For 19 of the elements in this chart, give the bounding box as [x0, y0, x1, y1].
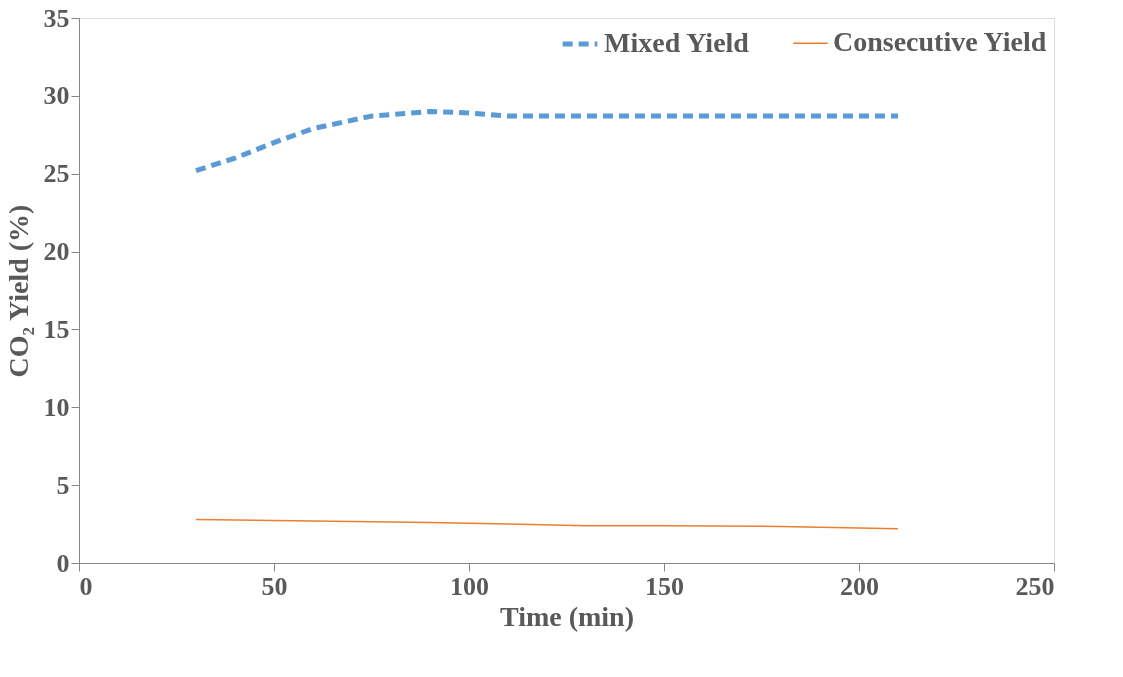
legend-label: Consecutive Yield	[833, 26, 1047, 58]
y-tick-label: 25	[43, 159, 70, 189]
x-tick-label: 100	[450, 571, 489, 601]
line-series	[195, 518, 899, 530]
x-tick-label: 200	[840, 571, 879, 601]
y-tick-label: 0	[56, 548, 70, 578]
y-tick-label: 10	[43, 392, 70, 422]
y-axis-title: CO₂ Yield (%)	[2, 204, 34, 378]
y-tick-label: 35	[43, 3, 70, 33]
x-axis-title: Time (min)	[499, 600, 635, 632]
legend-label: Mixed Yield	[604, 27, 750, 58]
y-tick-label: 5	[56, 470, 70, 500]
x-tick-label: 250	[1015, 571, 1055, 601]
y-tick-label: 15	[43, 314, 70, 344]
x-tick-label: 150	[645, 571, 684, 601]
y-tick-label: 30	[43, 81, 70, 111]
x-tick-label: 0	[79, 571, 93, 601]
x-tick-label: 50	[261, 571, 288, 601]
y-tick-label: 20	[43, 237, 70, 267]
